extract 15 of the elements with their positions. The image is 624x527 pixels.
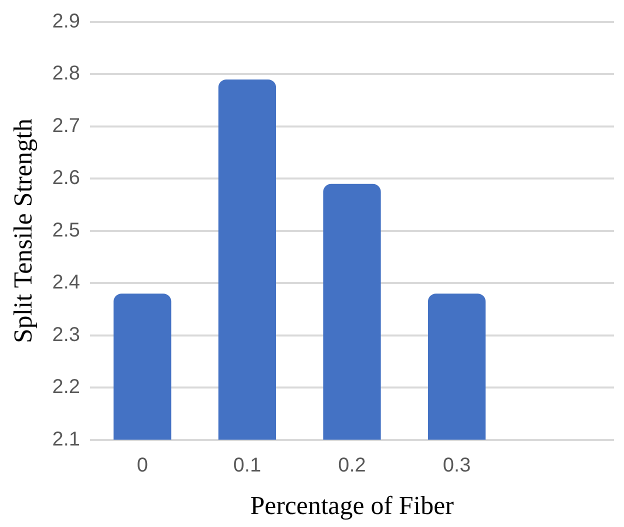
x-axis-title: Percentage of Fiber (250, 491, 454, 520)
y-axis-title: Split Tensile Strength (8, 118, 38, 344)
x-tick-label: 0.1 (233, 454, 262, 476)
y-tick-label: 2.1 (52, 428, 80, 450)
y-tick-label: 2.7 (52, 114, 80, 137)
y-tick-label: 2.6 (52, 167, 80, 190)
y-tick-label: 2.5 (52, 219, 80, 242)
x-tick-label: 0.2 (338, 454, 366, 476)
y-tick-label: 2.9 (52, 10, 80, 33)
x-tick-label: 0 (136, 454, 148, 476)
y-tick-label: 2.2 (52, 376, 80, 398)
y-tick-label: 2.3 (52, 324, 80, 346)
y-tick-label: 2.8 (52, 62, 80, 85)
y-tick-label: 2.4 (52, 272, 80, 294)
x-tick-label: 0.3 (442, 454, 471, 476)
